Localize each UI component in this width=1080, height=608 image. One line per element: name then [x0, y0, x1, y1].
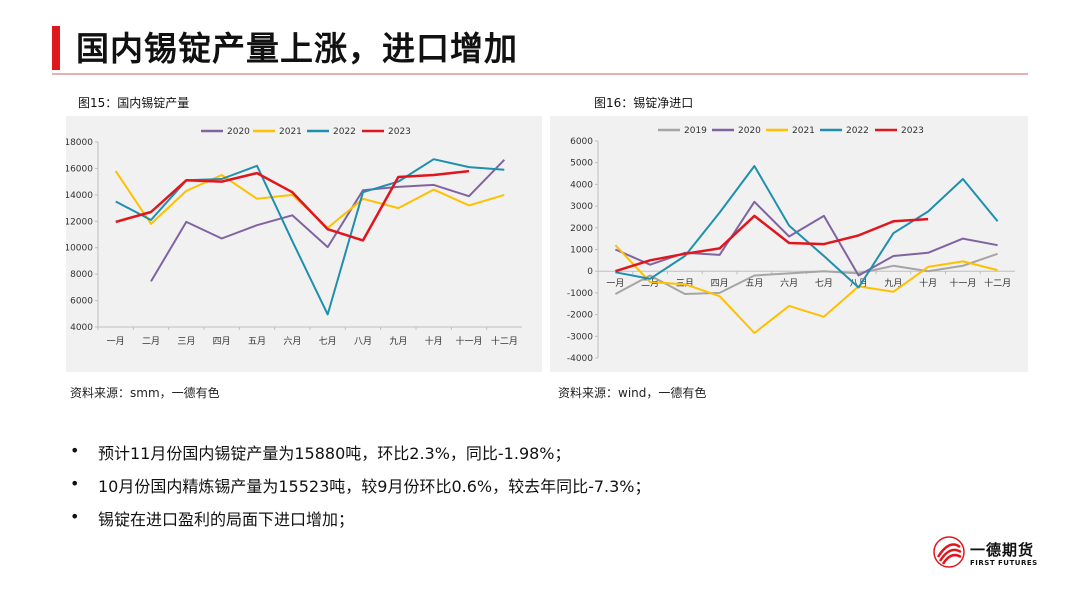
y-tick-label: 10000 — [66, 244, 93, 254]
bullet-symbol: • — [70, 441, 80, 460]
x-tick-label: 九月 — [389, 336, 407, 347]
y-tick-label: 6000 — [70, 297, 93, 307]
title-accent-bar — [52, 26, 60, 70]
legend-label: 2021 — [792, 126, 815, 136]
logo-subtitle: FIRST FUTURES — [970, 559, 1038, 567]
bullet-symbol: • — [70, 507, 80, 526]
x-tick-label: 三月 — [177, 336, 195, 347]
y-tick-label: 2000 — [570, 224, 593, 234]
x-tick-label: 八月 — [354, 336, 372, 347]
series-line-2020 — [150, 159, 506, 282]
y-tick-label: 18000 — [66, 138, 93, 148]
bullet-text: 锡锭在进口盈利的局面下进口增加； — [98, 510, 355, 529]
x-tick-label: 九月 — [884, 278, 902, 289]
x-tick-label: 十月 — [919, 277, 937, 289]
chart-2-net-import: -4000 -3000 -2000 -1000 0 1000 2000 3000 4000 500… — [550, 116, 1028, 372]
legend-label: 2020 — [738, 126, 761, 136]
page-title: 国内锡锭产量上涨，进口增加 — [76, 29, 518, 68]
y-tick-label: 8000 — [70, 270, 93, 280]
x-tick-label: 二月 — [142, 336, 160, 347]
series-line-2021 — [114, 170, 505, 229]
series-line-2022 — [615, 165, 999, 289]
series-line-2021 — [614, 244, 998, 334]
x-tick-label: 十一月 — [455, 335, 482, 347]
y-tick-label: -4000 — [567, 354, 593, 364]
x-tick-label: 一月 — [107, 336, 125, 347]
chart-2-svg: -4000 -3000 -2000 -1000 0 1000 2000 3000 4000 500… — [567, 126, 1015, 364]
legend-label: 2022 — [846, 126, 869, 136]
chart-2-title: 图16：锡锭净进口 — [594, 96, 694, 110]
series-line-2023 — [115, 169, 470, 242]
x-tick-label: 六月 — [780, 277, 798, 289]
chart-1-source: 资料来源：smm，一德有色 — [70, 386, 220, 400]
logo-mark-icon — [933, 536, 965, 568]
x-tick-label: 四月 — [213, 336, 231, 347]
legend-label: 2023 — [901, 126, 924, 136]
series-line-2019 — [614, 252, 998, 295]
bullet-text: 10月份国内精炼锡产量为15523吨，较9月份环比0.6%，较去年同比-7.3%… — [98, 477, 651, 496]
x-tick-label: 一月 — [606, 278, 624, 289]
x-tick-label: 七月 — [815, 278, 833, 289]
y-tick-label: 6000 — [570, 137, 593, 147]
x-tick-label: 十月 — [425, 335, 443, 347]
series-line-2023 — [615, 214, 929, 273]
y-tick-label: -3000 — [567, 332, 593, 342]
legend-label: 2020 — [227, 127, 250, 137]
y-tick-label: 16000 — [66, 164, 93, 174]
x-tick-label: 二月 — [641, 278, 659, 289]
x-tick-label: 十一月 — [949, 277, 976, 289]
y-tick-label: -1000 — [567, 289, 593, 299]
bullet-text: 预计11月份国内锡锭产量为15880吨，环比2.3%，同比-1.98%； — [98, 444, 571, 463]
y-tick-label: 12000 — [66, 217, 93, 227]
x-tick-label: 十二月 — [491, 335, 518, 347]
series-line-2022 — [115, 158, 505, 316]
bullet-symbol: • — [70, 474, 80, 493]
chart-1-title: 图15：国内锡锭产量 — [78, 96, 190, 110]
chart-2-source: 资料来源：wind，一德有色 — [558, 386, 707, 400]
logo-name: 一德期货 — [970, 541, 1035, 559]
x-tick-label: 十二月 — [984, 277, 1011, 289]
y-tick-label: 14000 — [66, 191, 93, 201]
legend-label: 2019 — [684, 126, 707, 136]
chart-1-production: 4000 6000 8000 10000 12000 14000 16000 18000 一月 二… — [66, 116, 542, 372]
y-tick-label: 5000 — [570, 159, 593, 169]
company-logo: 一德期货 FIRST FUTURES — [932, 535, 1042, 569]
y-tick-label: 0 — [587, 267, 593, 277]
chart-1-svg: 4000 6000 8000 10000 12000 14000 16000 18000 一月 二… — [66, 127, 522, 347]
title-divider — [52, 73, 1028, 75]
x-tick-label: 七月 — [319, 336, 337, 347]
y-tick-label: -2000 — [567, 311, 593, 321]
x-tick-label: 五月 — [248, 336, 266, 347]
legend-label: 2021 — [279, 127, 302, 137]
y-tick-label: 4000 — [70, 323, 93, 333]
y-tick-label: 3000 — [570, 202, 593, 212]
x-tick-label: 八月 — [850, 278, 868, 289]
x-tick-label: 五月 — [745, 278, 763, 289]
x-tick-label: 四月 — [711, 278, 729, 289]
legend-label: 2022 — [333, 127, 356, 137]
x-tick-label: 六月 — [283, 335, 301, 347]
y-tick-label: 4000 — [570, 180, 593, 190]
legend-label: 2023 — [388, 127, 411, 137]
y-tick-label: 1000 — [570, 246, 593, 256]
